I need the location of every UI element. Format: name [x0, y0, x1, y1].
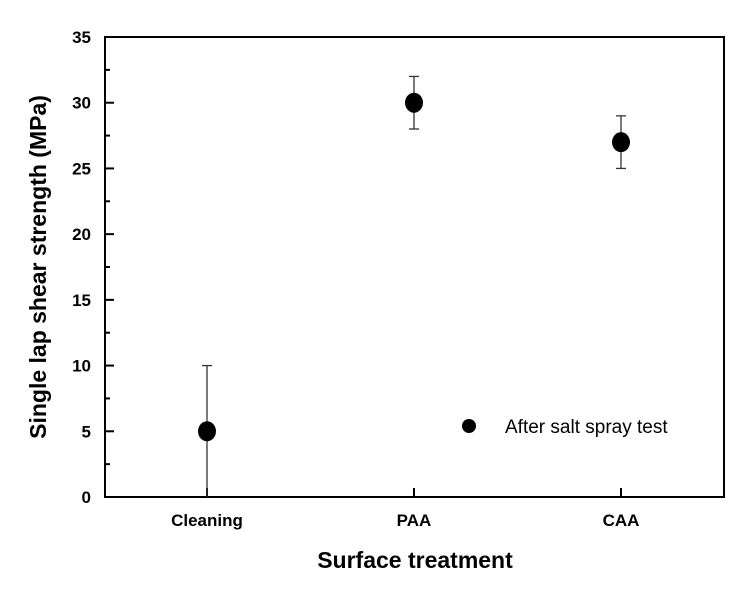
y-tick-label: 20	[72, 225, 91, 244]
legend: After salt spray test	[462, 417, 668, 438]
y-tick-label: 15	[72, 291, 91, 310]
legend-label: After salt spray test	[505, 417, 668, 438]
data-point	[198, 421, 216, 442]
x-axis-label: Surface treatment	[317, 547, 513, 573]
y-tick-label: 10	[72, 357, 91, 376]
x-tick-label: CAA	[603, 511, 640, 530]
legend-marker	[462, 419, 476, 433]
y-tick-label: 0	[82, 488, 91, 507]
data-point	[612, 132, 630, 153]
y-tick-label: 25	[72, 159, 91, 178]
x-tick-label: Cleaning	[171, 511, 243, 530]
data-point	[405, 92, 423, 113]
y-axis-label: Single lap shear strength (MPa)	[25, 95, 51, 439]
y-tick-label: 5	[82, 422, 91, 441]
x-tick-label: PAA	[397, 511, 432, 530]
y-tick-label: 35	[72, 28, 91, 47]
y-tick-label: 30	[72, 94, 91, 113]
